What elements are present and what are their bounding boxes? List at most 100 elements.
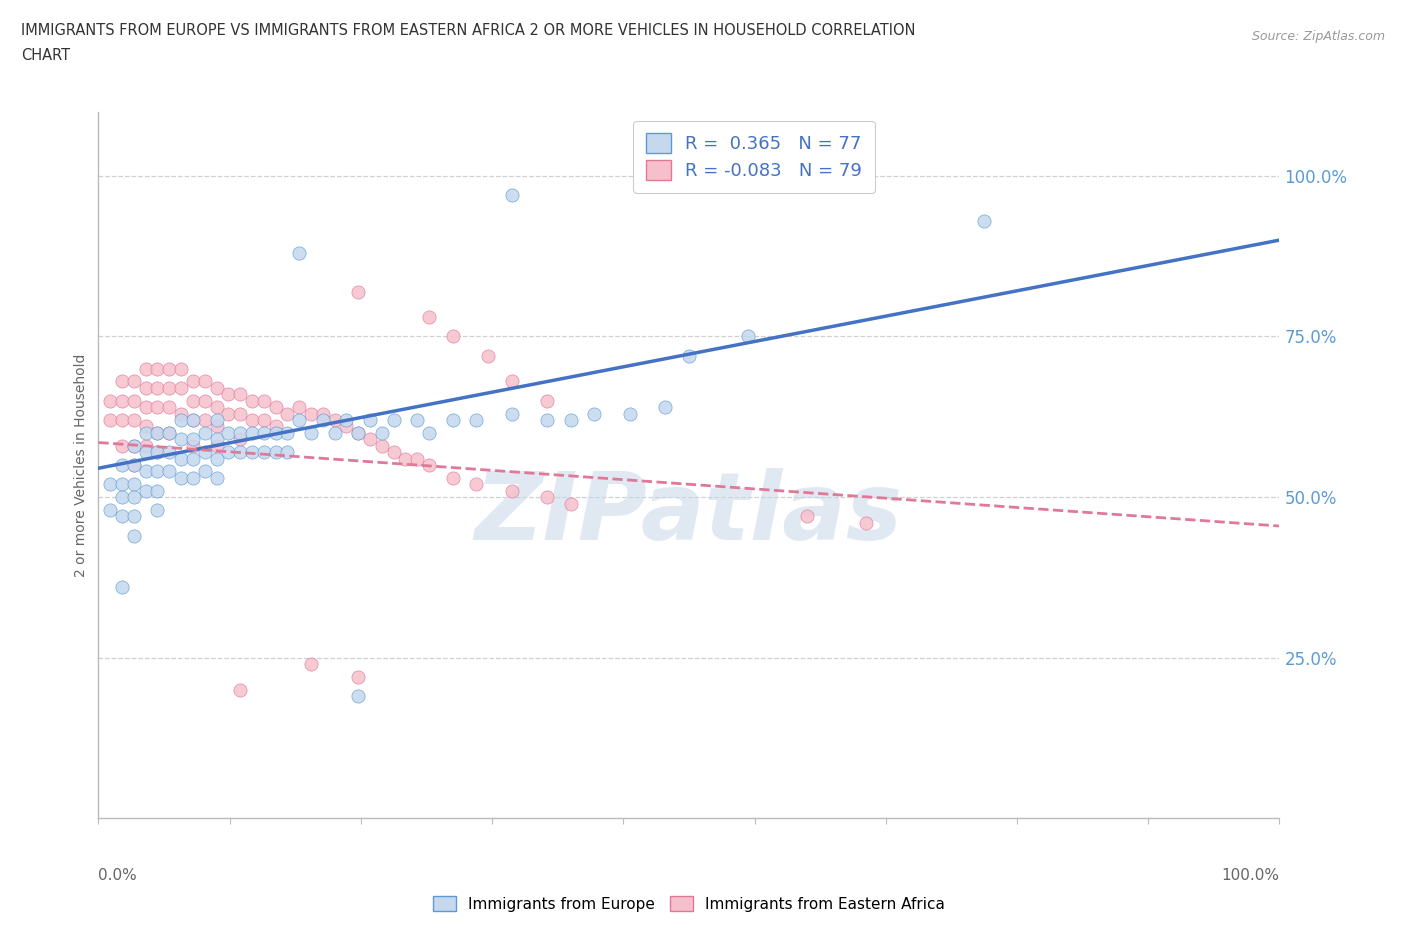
Point xyxy=(288,400,311,415)
Point xyxy=(371,425,394,440)
Point xyxy=(157,400,180,415)
Point xyxy=(253,413,276,428)
Point xyxy=(678,349,700,364)
Text: 0.0%: 0.0% xyxy=(98,868,138,883)
Point xyxy=(347,689,370,704)
Point xyxy=(229,445,252,459)
Point xyxy=(111,579,134,594)
Point xyxy=(288,246,311,260)
Point xyxy=(501,406,523,421)
Point xyxy=(382,445,405,459)
Text: Source: ZipAtlas.com: Source: ZipAtlas.com xyxy=(1251,30,1385,43)
Point xyxy=(205,413,228,428)
Point xyxy=(441,329,464,344)
Point xyxy=(157,464,180,479)
Point xyxy=(217,387,239,402)
Point xyxy=(335,413,357,428)
Point xyxy=(170,380,193,395)
Point xyxy=(253,425,276,440)
Point xyxy=(135,361,157,376)
Point xyxy=(536,490,558,505)
Point xyxy=(229,683,252,698)
Point xyxy=(240,393,263,408)
Point xyxy=(253,445,276,459)
Point xyxy=(973,213,995,228)
Point xyxy=(111,458,134,472)
Point xyxy=(796,509,818,524)
Point xyxy=(181,432,204,446)
Point xyxy=(170,361,193,376)
Point xyxy=(418,425,440,440)
Point xyxy=(359,432,381,446)
Point xyxy=(229,387,252,402)
Point xyxy=(111,393,134,408)
Point xyxy=(146,464,169,479)
Point xyxy=(205,432,228,446)
Point xyxy=(194,425,217,440)
Point xyxy=(205,380,228,395)
Point xyxy=(654,400,676,415)
Point xyxy=(501,374,523,389)
Point xyxy=(135,464,157,479)
Point xyxy=(347,670,370,684)
Point xyxy=(560,413,582,428)
Point xyxy=(122,393,145,408)
Point xyxy=(170,451,193,466)
Point xyxy=(194,393,217,408)
Point xyxy=(205,471,228,485)
Point xyxy=(288,413,311,428)
Point xyxy=(501,188,523,203)
Point xyxy=(229,432,252,446)
Point xyxy=(583,406,606,421)
Point xyxy=(135,438,157,453)
Text: ZIPatlas: ZIPatlas xyxy=(475,469,903,561)
Point xyxy=(194,464,217,479)
Point xyxy=(181,413,204,428)
Point xyxy=(181,393,204,408)
Point xyxy=(299,657,322,671)
Point xyxy=(111,374,134,389)
Point xyxy=(98,393,121,408)
Point xyxy=(146,425,169,440)
Point xyxy=(122,438,145,453)
Point xyxy=(98,502,121,517)
Point xyxy=(465,413,488,428)
Point xyxy=(135,445,157,459)
Point xyxy=(146,484,169,498)
Point xyxy=(146,445,169,459)
Point xyxy=(181,438,204,453)
Point xyxy=(122,413,145,428)
Point xyxy=(135,419,157,434)
Point xyxy=(560,496,582,511)
Point xyxy=(157,361,180,376)
Point xyxy=(347,425,370,440)
Point xyxy=(382,413,405,428)
Point xyxy=(181,471,204,485)
Point xyxy=(229,406,252,421)
Point xyxy=(181,451,204,466)
Point xyxy=(276,406,298,421)
Point xyxy=(170,471,193,485)
Point xyxy=(146,445,169,459)
Point xyxy=(98,413,121,428)
Point xyxy=(264,419,287,434)
Point xyxy=(229,425,252,440)
Point xyxy=(205,419,228,434)
Point xyxy=(418,310,440,325)
Point xyxy=(122,509,145,524)
Point xyxy=(299,406,322,421)
Point xyxy=(276,425,298,440)
Point xyxy=(111,509,134,524)
Point xyxy=(299,425,322,440)
Point xyxy=(441,413,464,428)
Point xyxy=(111,490,134,505)
Point xyxy=(501,484,523,498)
Point xyxy=(406,451,429,466)
Point xyxy=(98,477,121,492)
Point xyxy=(371,438,394,453)
Point xyxy=(111,413,134,428)
Text: IMMIGRANTS FROM EUROPE VS IMMIGRANTS FROM EASTERN AFRICA 2 OR MORE VEHICLES IN H: IMMIGRANTS FROM EUROPE VS IMMIGRANTS FRO… xyxy=(21,23,915,38)
Point xyxy=(122,490,145,505)
Point xyxy=(536,413,558,428)
Point xyxy=(122,458,145,472)
